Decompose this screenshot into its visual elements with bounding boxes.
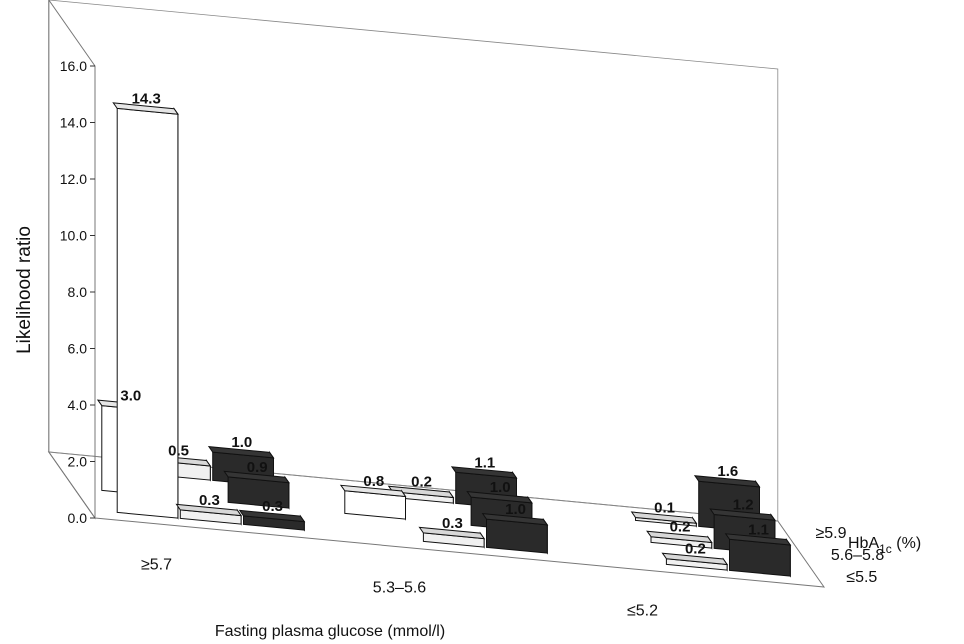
bar-value-label: 0.1 [654, 500, 675, 517]
bar-value-label: 3.0 [120, 388, 141, 405]
bar-top-face [339, 484, 407, 498]
bar-value-label: 1.2 [733, 497, 754, 514]
bar-3d [238, 509, 306, 532]
bar-top-face [418, 526, 486, 540]
bar-top-face [175, 503, 243, 517]
y-tick-label: 8.0 [68, 284, 88, 300]
bars-group [96, 102, 792, 578]
bar-top-face [724, 533, 792, 546]
bar-value-label: 0.3 [442, 515, 463, 532]
x-category-label: ≥5.7 [141, 557, 172, 574]
bar-value-label: 0.2 [670, 519, 691, 536]
bar-top-face [630, 511, 698, 524]
bar-top-face [238, 509, 306, 523]
x-axis: ≥5.7 5.3–5.6 ≤5.2 [141, 557, 658, 620]
bar-value-label: 0.2 [411, 474, 432, 491]
bar-3d [175, 503, 243, 526]
bar-top-face [466, 491, 533, 504]
y-tick-label: 10.0 [60, 228, 87, 244]
z-category-label: ≤5.5 [846, 569, 877, 586]
y-tick-label: 12.0 [60, 171, 87, 187]
x-axis-title: Fasting plasma glucose (mmol/l) [215, 623, 445, 640]
x-category-label: ≤5.2 [627, 603, 658, 620]
bar-3d [112, 102, 179, 520]
bar-value-label: 1.6 [717, 463, 738, 480]
y-tick-label: 2.0 [68, 454, 88, 470]
bar-value-label: 1.1 [748, 521, 769, 538]
bar-top-face [661, 552, 729, 566]
bar-value-label: 1.0 [231, 434, 252, 451]
bar-value-label: 0.3 [199, 492, 220, 509]
bar-top-face [709, 508, 776, 521]
bar-3d [481, 513, 549, 555]
data-labels-group: 0.5 1.0 0.2 1.1 0.1 1.6 3.0 0.9 0.8 1.0 0.2 1.2 14.3… [120, 90, 769, 557]
bar-top-face [693, 475, 761, 488]
bar-3d [724, 533, 792, 578]
bar-value-label: 1.1 [474, 454, 495, 471]
bar-top-face [223, 470, 290, 484]
bar-value-label: 0.9 [247, 459, 268, 476]
z-axis-title: HbA1c (%) [848, 535, 921, 556]
y-tick-label: 16.0 [60, 58, 87, 74]
y-tick-label: 14.0 [60, 115, 87, 131]
bar-value-label: 0.5 [168, 442, 189, 459]
bar-top-face [387, 485, 455, 499]
bar-value-label: 0.8 [363, 473, 384, 490]
bar-top-face [481, 513, 549, 526]
bar-top-face [646, 530, 713, 544]
bar-top-face [207, 446, 275, 459]
bar-3d [339, 484, 407, 521]
bar-value-label: 1.0 [490, 479, 511, 496]
y-tick-label: 0.0 [68, 510, 88, 526]
bar-3d [223, 470, 290, 510]
bar-value-label: 0.3 [262, 498, 283, 515]
y-axis-title: Likelihood ratio [14, 226, 35, 354]
y-tick-label: 4.0 [68, 397, 88, 413]
bar-value-label: 0.2 [685, 541, 706, 558]
bar-3d [418, 526, 486, 549]
z-axis: ≥5.9 5.6–5.8 ≤5.5 [816, 525, 885, 586]
bar-value-label: 14.3 [132, 90, 161, 107]
z-axis-title-sub: 1c [879, 542, 892, 556]
bar-3d [630, 511, 698, 528]
z-category-label: ≥5.9 [816, 525, 847, 542]
z-axis-title-main: HbA [848, 535, 879, 552]
z-category-label: 5.6–5.8 [831, 547, 884, 564]
z-axis-title-unit: (%) [892, 535, 921, 552]
bar-front-face [729, 538, 791, 577]
bar-top-face [112, 102, 179, 115]
y-tick-label: 6.0 [68, 341, 88, 357]
bar-3d [646, 530, 713, 550]
bar-3d [661, 552, 729, 572]
side-wall [48, 0, 96, 520]
x-category-label: 5.3–5.6 [373, 580, 426, 597]
chart-frame [47, 0, 826, 588]
bar-top-face [450, 466, 518, 479]
y-axis: 0.0 2.0 4.0 6.0 8.0 10.0 12.0 14.0 16.0 [60, 58, 95, 526]
bar-value-label: 1.0 [505, 501, 526, 518]
